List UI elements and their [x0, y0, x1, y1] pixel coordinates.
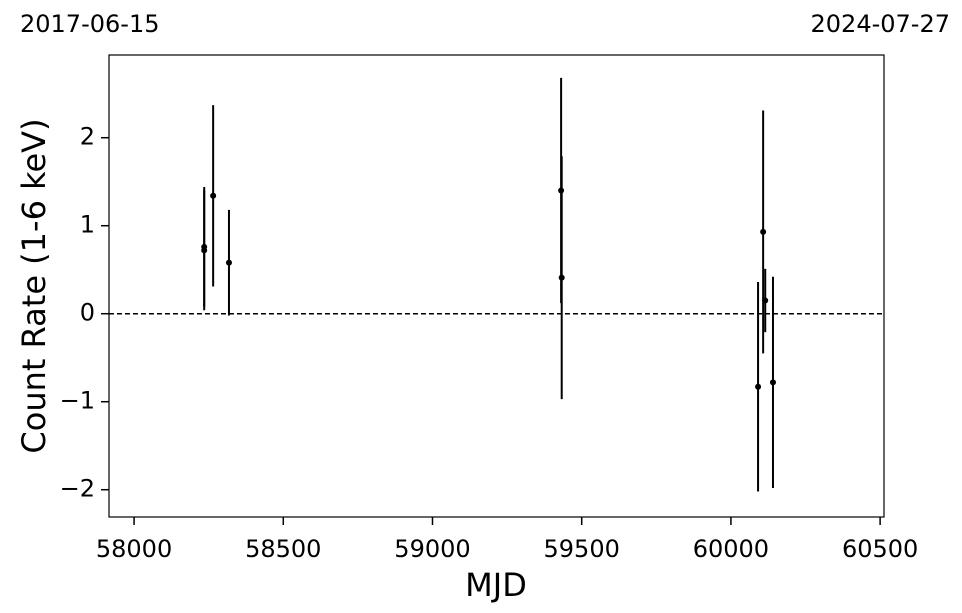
x-tick-label: 60500	[842, 535, 918, 563]
data-point	[201, 247, 208, 254]
data-point	[760, 228, 767, 235]
x-tick-label: 59000	[394, 535, 470, 563]
end-date: 2024-07-27	[811, 10, 950, 38]
y-tick-label: 1	[80, 211, 95, 239]
data-point	[225, 259, 232, 266]
data-point	[755, 383, 762, 390]
data-point	[762, 297, 769, 304]
y-axis-label: Count Rate (1-6 keV)	[15, 118, 53, 453]
start-date: 2017-06-15	[20, 10, 159, 38]
y-tick-label: 0	[80, 299, 95, 327]
data-point	[769, 379, 776, 386]
y-tick-label: 2	[80, 123, 95, 151]
data-point	[558, 274, 565, 281]
y-tick-label: −1	[60, 387, 95, 415]
x-tick-label: 60000	[693, 535, 769, 563]
x-tick-label: 58000	[96, 535, 172, 563]
y-tick-label: −2	[60, 475, 95, 503]
plot-frame	[108, 54, 885, 518]
data-point	[210, 192, 217, 199]
x-tick-label: 58500	[245, 535, 321, 563]
x-axis-label: MJD	[465, 566, 527, 604]
x-tick-label: 59500	[544, 535, 620, 563]
